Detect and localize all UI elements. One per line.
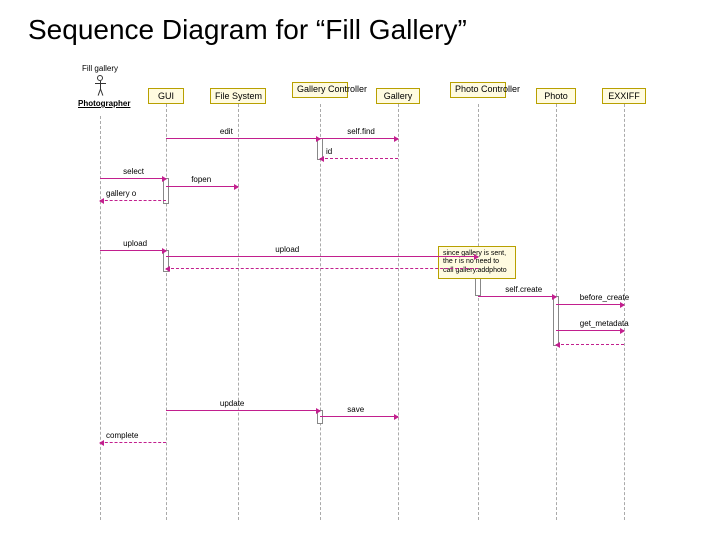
participant-gallery: Gallery	[376, 88, 420, 104]
message-label: upload	[123, 239, 147, 248]
message-arrow	[320, 138, 398, 139]
lifeline-gallery	[398, 104, 399, 520]
message-arrow	[166, 138, 320, 139]
actor-top-label: Fill gallery	[78, 64, 122, 73]
message-arrow	[556, 330, 624, 331]
participant-exif: EXXIFF	[602, 88, 646, 104]
message-arrow	[166, 268, 478, 269]
message-label: get_metadata	[580, 319, 629, 328]
lifeline-photoctrl	[478, 104, 479, 520]
message-arrow	[166, 186, 238, 187]
message-arrow	[100, 178, 166, 179]
message-label: self.find	[347, 127, 375, 136]
message-arrow	[166, 256, 478, 257]
participant-gui: GUI	[148, 88, 184, 104]
participant-photo: Photo	[536, 88, 576, 104]
page-title: Sequence Diagram for “Fill Gallery”	[28, 14, 467, 46]
lifeline-gui	[166, 104, 167, 520]
participant-gallery-controller: Gallery Controller	[292, 82, 348, 98]
participant-photo-controller: Photo Controller	[450, 82, 506, 98]
message-label: id	[326, 147, 332, 156]
message-arrow	[100, 442, 166, 443]
message-arrow	[556, 304, 624, 305]
stickman-icon	[93, 75, 107, 97]
sequence-diagram: Fill gallery Photographer GUI File Syste…	[0, 60, 720, 540]
message-label: before_create	[580, 293, 629, 302]
message-label: select	[123, 167, 144, 176]
message-arrow	[556, 344, 624, 345]
participant-filesystem: File System	[210, 88, 266, 104]
lifeline-actor	[100, 116, 101, 520]
lifeline-fs	[238, 104, 239, 520]
message-label: edit	[220, 127, 233, 136]
message-arrow	[320, 416, 398, 417]
message-arrow	[320, 158, 398, 159]
message-arrow	[100, 200, 166, 201]
message-label: update	[220, 399, 244, 408]
message-label: upload	[275, 245, 299, 254]
actor-name: Photographer	[78, 99, 122, 108]
message-label: self.create	[505, 285, 542, 294]
actor-photographer: Fill gallery Photographer	[78, 64, 122, 108]
message-arrow	[166, 410, 320, 411]
message-arrow	[100, 250, 166, 251]
lifeline-galctrl	[320, 104, 321, 520]
message-label: gallery o	[106, 189, 136, 198]
lifeline-exif	[624, 104, 625, 520]
diagram-note: since gallery is sent, the r is no need …	[438, 246, 516, 279]
message-label: save	[347, 405, 364, 414]
message-label: fopen	[191, 175, 211, 184]
message-label: complete	[106, 431, 138, 440]
message-arrow	[478, 296, 556, 297]
